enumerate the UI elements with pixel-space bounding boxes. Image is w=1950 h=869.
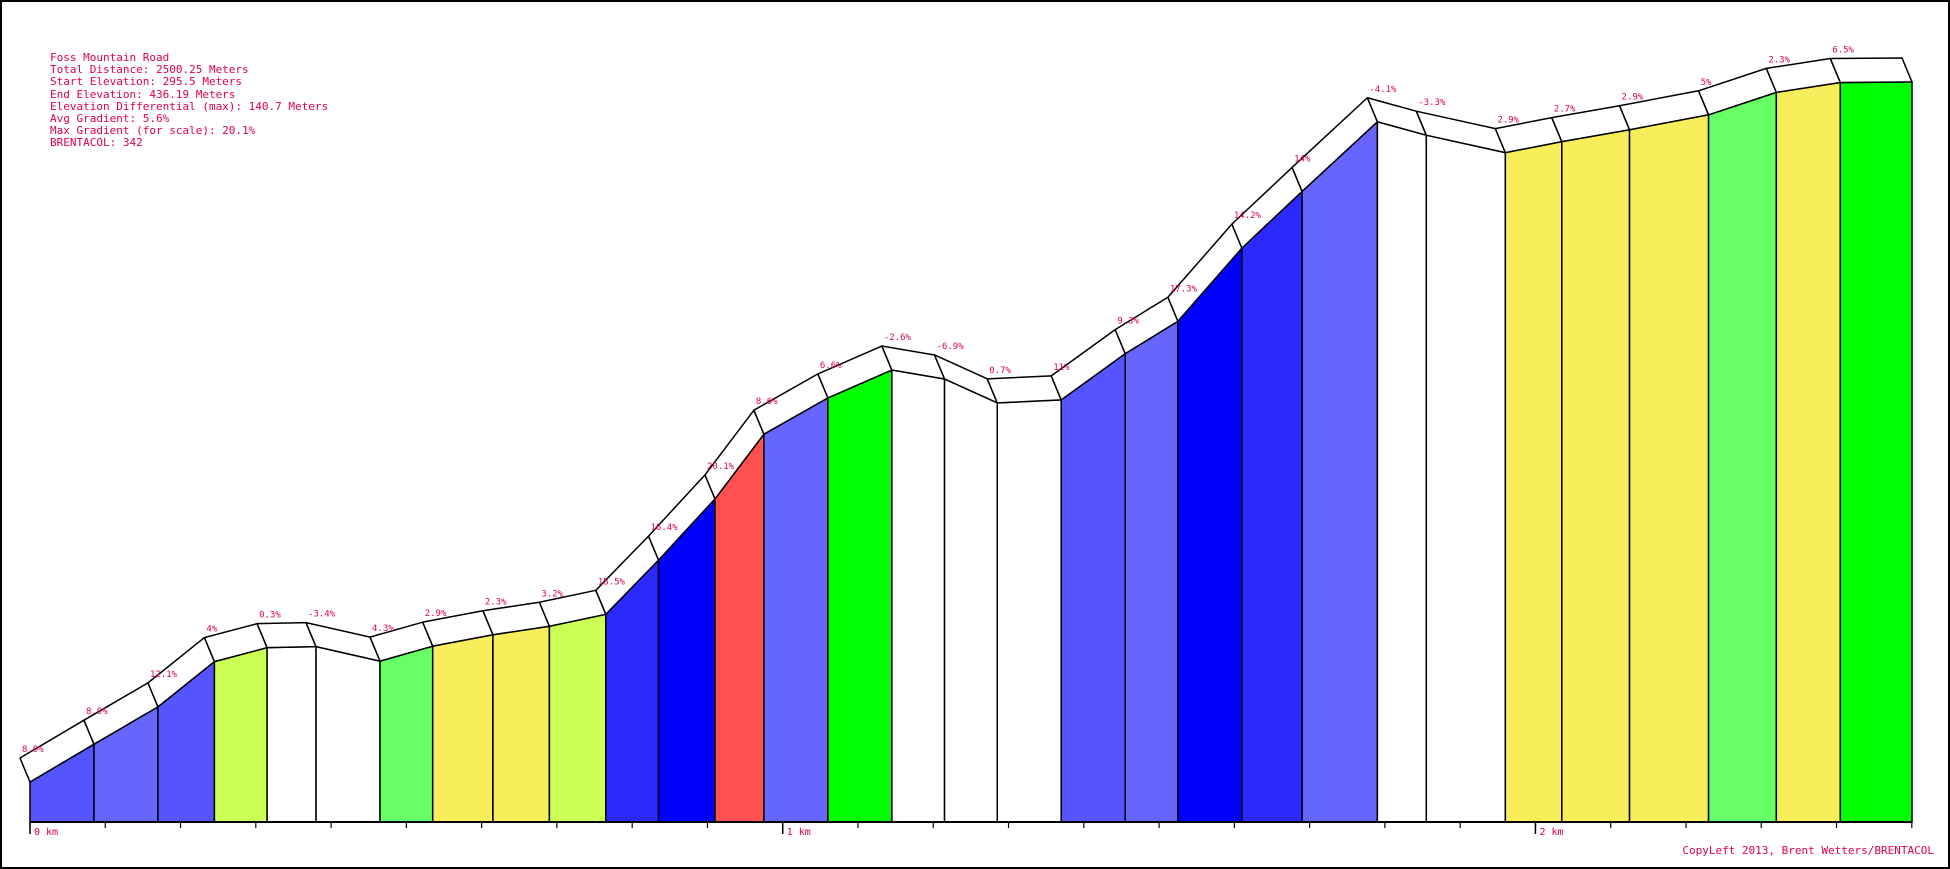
- gradient-label: 8.9%: [22, 745, 44, 755]
- gradient-segment: [1561, 128, 1631, 823]
- gradient-segment: [492, 625, 551, 823]
- gradient-label: 2.9%: [1622, 93, 1644, 103]
- brentacol-score: BRENTACOL: 342: [50, 136, 143, 150]
- gradient-label: -6.9%: [937, 342, 965, 352]
- gradient-segment: [1628, 113, 1710, 823]
- gradient-segment: [891, 369, 946, 823]
- gradient-segment: [1124, 319, 1179, 823]
- gradient-segment: [1839, 81, 1913, 823]
- gradient-segment: [1376, 120, 1428, 823]
- avg-gradient: Avg Gradient: 5.6%: [50, 112, 170, 126]
- gradient-segment: [1775, 81, 1842, 823]
- x-tick-label: 2 km: [1539, 827, 1563, 838]
- gradient-label: 16.4%: [651, 523, 679, 533]
- gradient-label: 5%: [1701, 78, 1712, 88]
- route-name: Foss Mountain Road: [50, 51, 170, 64]
- x-tick-label: 0 km: [34, 827, 58, 838]
- gradient-segment: [1177, 246, 1243, 823]
- road-band-segment: [986, 375, 1062, 404]
- gradient-segment: [1425, 134, 1507, 823]
- gradient-label: 2.3%: [485, 598, 507, 608]
- gradient-segment: [1504, 140, 1563, 823]
- start-elevation: Start Elevation: 295.5 Meters: [50, 75, 243, 89]
- gradient-segment: [213, 646, 268, 823]
- x-tick-label: 1 km: [787, 827, 811, 838]
- gradient-segment: [1301, 120, 1379, 823]
- gradient-label: 8.9%: [86, 707, 108, 717]
- end-elevation: End Elevation: 436.19 Meters: [50, 87, 236, 101]
- gradient-segment: [266, 645, 317, 823]
- ride-info-panel: Foss Mountain Road Total Distance: 2500.…: [50, 51, 329, 150]
- gradient-segment: [827, 368, 893, 823]
- gradient-label: 3.2%: [541, 589, 563, 599]
- gradient-label: 14.2%: [1234, 211, 1262, 221]
- gradient-label: 6.6%: [820, 361, 842, 371]
- gradient-label: 0.7%: [989, 366, 1011, 376]
- gradient-label: -3.4%: [308, 610, 336, 620]
- gradient-label: 20.1%: [707, 462, 735, 472]
- gradient-segment: [714, 431, 765, 823]
- gradient-segment: [1060, 352, 1126, 823]
- gradient-label: 8.6%: [756, 397, 778, 407]
- gradient-label: 2.9%: [1497, 116, 1519, 126]
- road-band-segment: [1829, 57, 1913, 84]
- gradient-segment: [943, 377, 999, 823]
- gradient-label: 9.3%: [1117, 317, 1139, 327]
- gradient-label: 6.5%: [1832, 45, 1854, 55]
- gradient-label: 17.3%: [1170, 284, 1198, 294]
- gradient-segment: [315, 645, 381, 823]
- copyleft-credit: CopyLeft 2013, Brent Wetters/BRENTACOL: [1682, 844, 1934, 857]
- gradient-label: -3.3%: [1418, 98, 1446, 108]
- gradient-label: 2.7%: [1554, 105, 1576, 115]
- gradient-segment: [996, 399, 1062, 823]
- total-distance: Total Distance: 2500.25 Meters: [50, 63, 249, 77]
- gradient-label: 0.3%: [259, 611, 281, 621]
- gradient-label: 2.9%: [425, 609, 447, 619]
- gradient-label: -4.1%: [1369, 85, 1397, 95]
- elevation-differential: Elevation Differential (max): 140.7 Mete…: [50, 99, 329, 113]
- gradient-label: 2.3%: [1768, 55, 1790, 65]
- gradient-segment: [379, 645, 434, 823]
- gradient-segment: [548, 613, 607, 823]
- gradient-label: -2.6%: [884, 333, 912, 343]
- max-gradient: Max Gradient (for scale): 20.1%: [50, 124, 256, 138]
- gradient-label: 11%: [1053, 363, 1070, 373]
- gradient-segment: [763, 396, 829, 823]
- gradient-label: 4%: [206, 625, 217, 635]
- gradient-label: 4.3%: [372, 624, 394, 634]
- gradient-label: 14%: [1294, 154, 1311, 164]
- gradient-label: 12.1%: [150, 670, 178, 680]
- gradient-segment: [431, 633, 494, 823]
- gradient-label: 15.5%: [598, 577, 626, 587]
- gradient-segment: [1241, 189, 1303, 823]
- gradient-segment: [1707, 91, 1778, 823]
